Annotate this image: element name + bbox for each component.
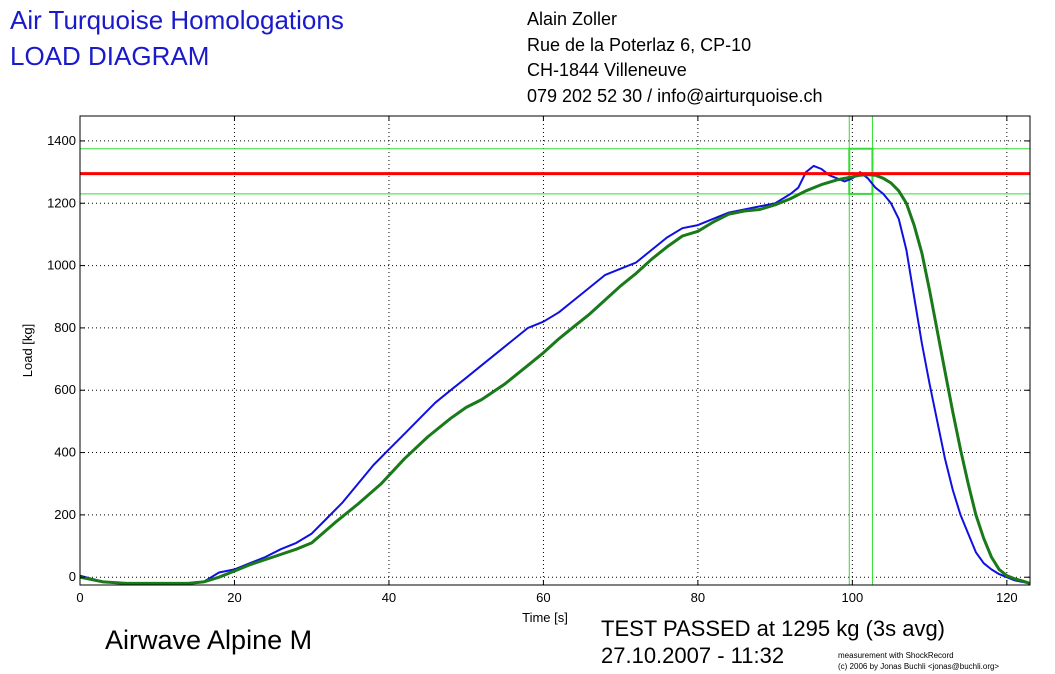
address-name: Alain Zoller [527, 9, 618, 29]
y-tick-label: 1200 [47, 195, 76, 210]
y-tick-label: 1000 [47, 258, 76, 273]
band-box [848, 147, 874, 195]
x-tick-label: 60 [536, 590, 550, 605]
test-result: TEST PASSED at 1295 kg (3s avg) [601, 616, 946, 641]
average-load-line [79, 173, 1031, 585]
y-tick-label: 400 [54, 445, 76, 460]
address-street: Rue de la Poterlaz 6, CP-10 [527, 35, 752, 55]
x-tick-label: 120 [996, 590, 1018, 605]
x-tick-label: 0 [76, 590, 83, 605]
tolerance-band [80, 116, 1030, 585]
test-timestamp: 27.10.2007 - 11:32 [601, 643, 785, 668]
title-line-1: Air Turquoise Homologations [10, 5, 344, 35]
y-tick-label: 200 [54, 507, 76, 522]
plot-frame [79, 115, 1031, 586]
model-name: Airwave Alpine M [105, 625, 313, 655]
title-line-2: LOAD DIAGRAM [10, 41, 210, 71]
x-tick-label: 40 [382, 590, 396, 605]
y-tick-label: 1400 [47, 133, 76, 148]
address-contact: 079 202 52 30 / info@airturquoise.ch [527, 86, 823, 106]
y-tick-label: 600 [54, 382, 76, 397]
y-tick-label: 0 [69, 569, 76, 584]
x-tick-label: 100 [842, 590, 864, 605]
raw-load-line [79, 164, 1031, 585]
y-axis-label: Load [kg] [20, 324, 35, 378]
grid [79, 116, 1030, 585]
address-city: CH-1844 Villeneuve [527, 60, 687, 80]
x-tick-label: 80 [691, 590, 705, 605]
credit-author: (c) 2006 by Jonas Buchli <jonas@buchli.o… [838, 662, 1000, 671]
x-tick-label: 20 [227, 590, 241, 605]
x-axis-label: Time [s] [522, 610, 568, 625]
series [79, 164, 1031, 585]
credit-measurement: measurement with ShockRecord [838, 651, 954, 660]
y-tick-label: 800 [54, 320, 76, 335]
